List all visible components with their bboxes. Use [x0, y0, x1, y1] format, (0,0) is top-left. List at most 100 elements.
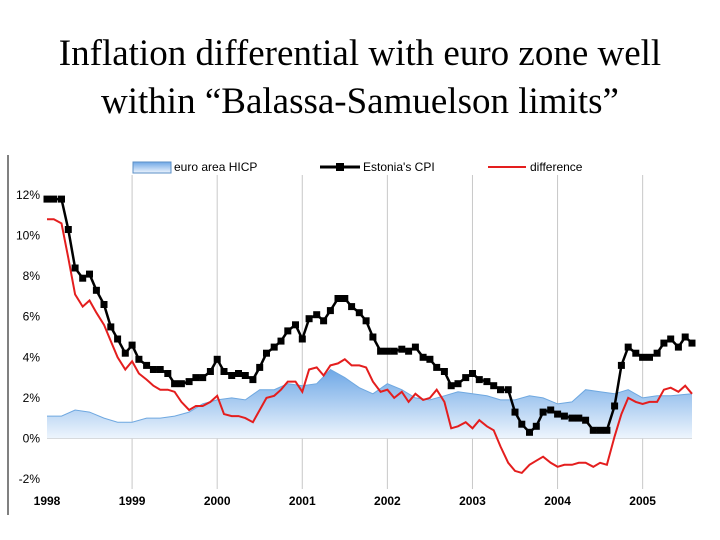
estonia-cpi-point	[639, 353, 647, 361]
estonia-cpi-point	[199, 374, 207, 382]
x-tick-label: 1998	[34, 494, 61, 508]
estonia-cpi-point	[228, 372, 236, 379]
estonia-cpi-point	[334, 295, 342, 302]
estonia-cpi-point	[398, 345, 406, 353]
estonia-cpi-point	[426, 355, 434, 363]
estonia-cpi-point	[433, 363, 441, 371]
estonia-cpi-point	[164, 370, 172, 377]
estonia-cpi-point	[100, 301, 108, 308]
estonia-cpi-point	[539, 408, 547, 416]
x-tick-label: 2005	[629, 494, 656, 508]
estonia-cpi-point	[270, 343, 278, 351]
estonia-cpi-point	[348, 303, 356, 311]
x-tick-label: 2004	[544, 494, 571, 508]
legend-euro-swatch	[132, 161, 172, 174]
estonia-cpi-point	[475, 376, 483, 384]
estonia-cpi-point	[114, 335, 122, 343]
y-tick-label: 8%	[23, 269, 41, 283]
y-tick-label: -2%	[19, 472, 41, 486]
legend-difference-label: difference	[530, 160, 583, 174]
legend-estonia-marker	[336, 163, 344, 171]
estonia-cpi-point	[43, 195, 51, 203]
estonia-cpi-point	[611, 402, 619, 410]
estonia-cpi-point	[603, 426, 611, 434]
estonia-cpi-point	[50, 195, 58, 203]
estonia-cpi-point	[518, 420, 526, 428]
estonia-cpi-point	[447, 382, 455, 390]
estonia-cpi-point	[64, 226, 72, 233]
estonia-cpi-point	[462, 374, 470, 382]
slide-title: Inflation differential with euro zone we…	[0, 30, 720, 126]
estonia-cpi-point	[369, 333, 377, 341]
estonia-cpi-point	[674, 343, 682, 351]
estonia-cpi-point	[454, 380, 462, 388]
y-tick-label: 2%	[23, 391, 41, 405]
estonia-cpi-point	[617, 361, 625, 369]
estonia-cpi-point	[688, 339, 696, 347]
y-tick-label: 12%	[16, 188, 40, 202]
estonia-cpi-point	[305, 315, 313, 323]
legend-estonia-label: Estonia's CPI	[363, 160, 435, 174]
estonia-cpi-point	[377, 347, 385, 355]
estonia-cpi-point	[213, 355, 221, 363]
estonia-cpi-point	[263, 349, 270, 357]
slide-title-line-1: Inflation differential with euro zone we…	[58, 33, 662, 74]
estonia-cpi-point	[483, 378, 491, 386]
estonia-cpi-point	[235, 370, 242, 377]
estonia-cpi-point	[490, 382, 498, 390]
estonia-cpi-point	[624, 343, 632, 351]
x-tick-label: 2000	[204, 494, 231, 508]
estonia-cpi-point	[149, 366, 157, 373]
x-tick-label: 2001	[289, 494, 316, 508]
estonia-cpi-point	[362, 317, 370, 325]
y-tick-label: 10%	[16, 229, 40, 243]
estonia-cpi-point	[206, 368, 214, 375]
estonia-cpi-point	[554, 410, 562, 418]
estonia-cpi-point	[277, 337, 285, 345]
y-tick-label: 6%	[23, 310, 41, 324]
estonia-cpi-point	[143, 361, 151, 369]
estonia-cpi-point	[121, 349, 129, 357]
estonia-cpi-point	[390, 347, 398, 355]
estonia-cpi-point	[171, 380, 179, 388]
estonia-cpi-point	[411, 343, 419, 351]
estonia-cpi-point	[320, 317, 328, 325]
x-tick-label: 2003	[459, 494, 486, 508]
difference-line	[47, 218, 693, 475]
estonia-cpi-point	[292, 321, 299, 329]
estonia-cpi-point	[92, 286, 100, 294]
estonia-cpi-point	[596, 426, 604, 434]
estonia-cpi-point	[526, 428, 533, 436]
x-tick-label: 1999	[119, 494, 146, 508]
estonia-cpi-point	[383, 347, 391, 355]
estonia-cpi-point	[298, 335, 306, 343]
estonia-cpi-point	[355, 309, 363, 317]
estonia-cpi-point	[326, 307, 334, 315]
slide-title-line-2: within “Balassa-Samuelson limits”	[101, 81, 619, 122]
estonia-cpi-point	[504, 386, 512, 394]
estonia-cpi-point	[405, 347, 413, 355]
estonia-cpi-point	[79, 274, 87, 282]
estonia-cpi-point	[313, 311, 321, 319]
euro-area-fill	[47, 369, 692, 439]
estonia-cpi-point	[107, 323, 115, 331]
estonia-cpi-point	[575, 414, 583, 422]
estonia-cpi-point	[284, 327, 292, 335]
estonia-cpi-point	[135, 355, 143, 363]
estonia-cpi-point	[681, 333, 689, 341]
estonia-cpi-point	[128, 341, 136, 349]
estonia-cpi-point	[511, 408, 519, 416]
estonia-cpi-point	[646, 353, 653, 361]
y-tick-label: 0%	[23, 431, 41, 445]
estonia-cpi-point	[256, 363, 264, 371]
estonia-cpi-point	[582, 416, 590, 424]
estonia-cpi-point	[532, 422, 540, 430]
estonia-cpi-point	[469, 370, 476, 377]
plot-area: 12% 10% 8% 6% 4% 2% 0% -2% 1998 1999 2000 2001 2002 2…	[7, 155, 696, 515]
estonia-cpi-point	[547, 406, 555, 414]
inflation-chart: euro area HICP Estonia's CPI difference …	[7, 155, 696, 515]
estonia-cpi-point	[568, 414, 576, 422]
estonia-cpi-point	[653, 349, 661, 357]
estonia-cpi-point	[249, 376, 257, 384]
estonia-cpi-point	[419, 353, 427, 361]
